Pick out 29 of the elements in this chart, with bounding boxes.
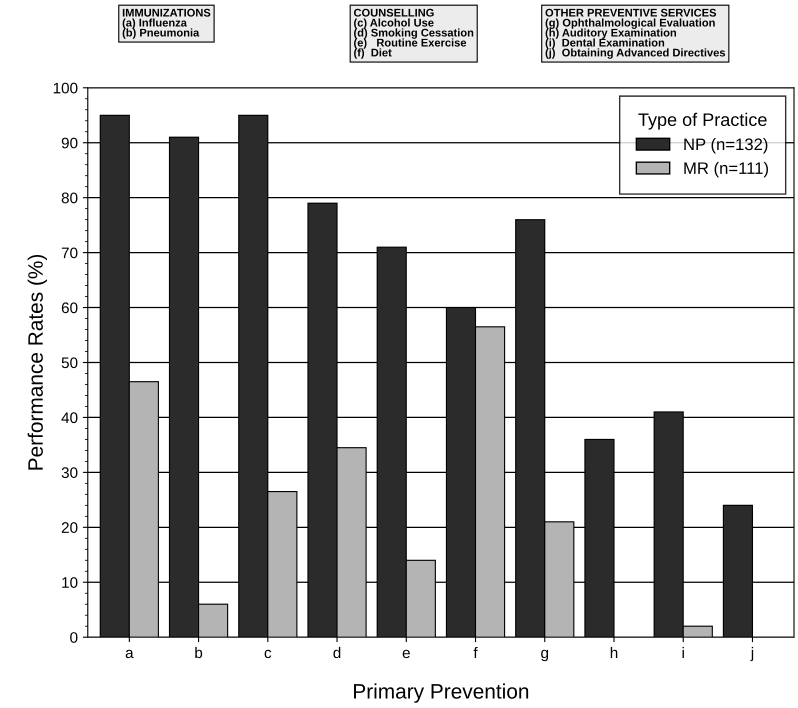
- x-tick-label: j: [750, 646, 754, 662]
- y-tick-label: 30: [62, 467, 78, 478]
- x-tick-label: a: [126, 650, 134, 658]
- x-tick-label: e: [402, 650, 410, 658]
- x-tick-label: d: [333, 646, 340, 658]
- y-tick-label: 10: [62, 577, 78, 588]
- x-tick-label: h: [610, 646, 618, 658]
- x-tick-label: f: [474, 646, 478, 658]
- text: IMMUNIZATIONS (a) Influenza (b) Pneumonia: [122, 8, 210, 39]
- y-axis-title: Performance Rates (%): [28, 254, 48, 470]
- y-tick-label: 20: [62, 522, 78, 534]
- text: OTHER PREVENTIVE SERVICES (g) Ophthalmological Evaluation (h) Auditory Examination (i) Dental Examination (j) Obtaining Advanced Directives: [545, 8, 726, 59]
- x-tick-label: i: [682, 646, 684, 658]
- x-tick-label: g: [541, 650, 548, 662]
- text: COUNSELLING (c) Alcohol Use (d) Smoking Cessation (e) Routine Exercise (f) Diet: [354, 8, 474, 59]
- y-tick-label: 70: [62, 247, 78, 258]
- legend-title: Type of Practice: [638, 112, 767, 130]
- legend-label: NP (n=132): [684, 138, 768, 154]
- legend-label: MR (n=111): [684, 162, 768, 178]
- y-tick-label: 100: [54, 82, 78, 94]
- y-tick-label: 50: [62, 357, 78, 368]
- y-tick-label: 0: [70, 632, 78, 643]
- y-tick-label: 40: [61, 412, 78, 424]
- x-tick-label: c: [264, 650, 272, 658]
- y-tick-label: 90: [62, 138, 78, 148]
- y-tick-label: 60: [62, 302, 78, 314]
- x-axis-title: Primary Prevention: [354, 683, 528, 703]
- y-tick-label: 80: [62, 192, 78, 204]
- x-tick-label: b: [195, 646, 202, 658]
